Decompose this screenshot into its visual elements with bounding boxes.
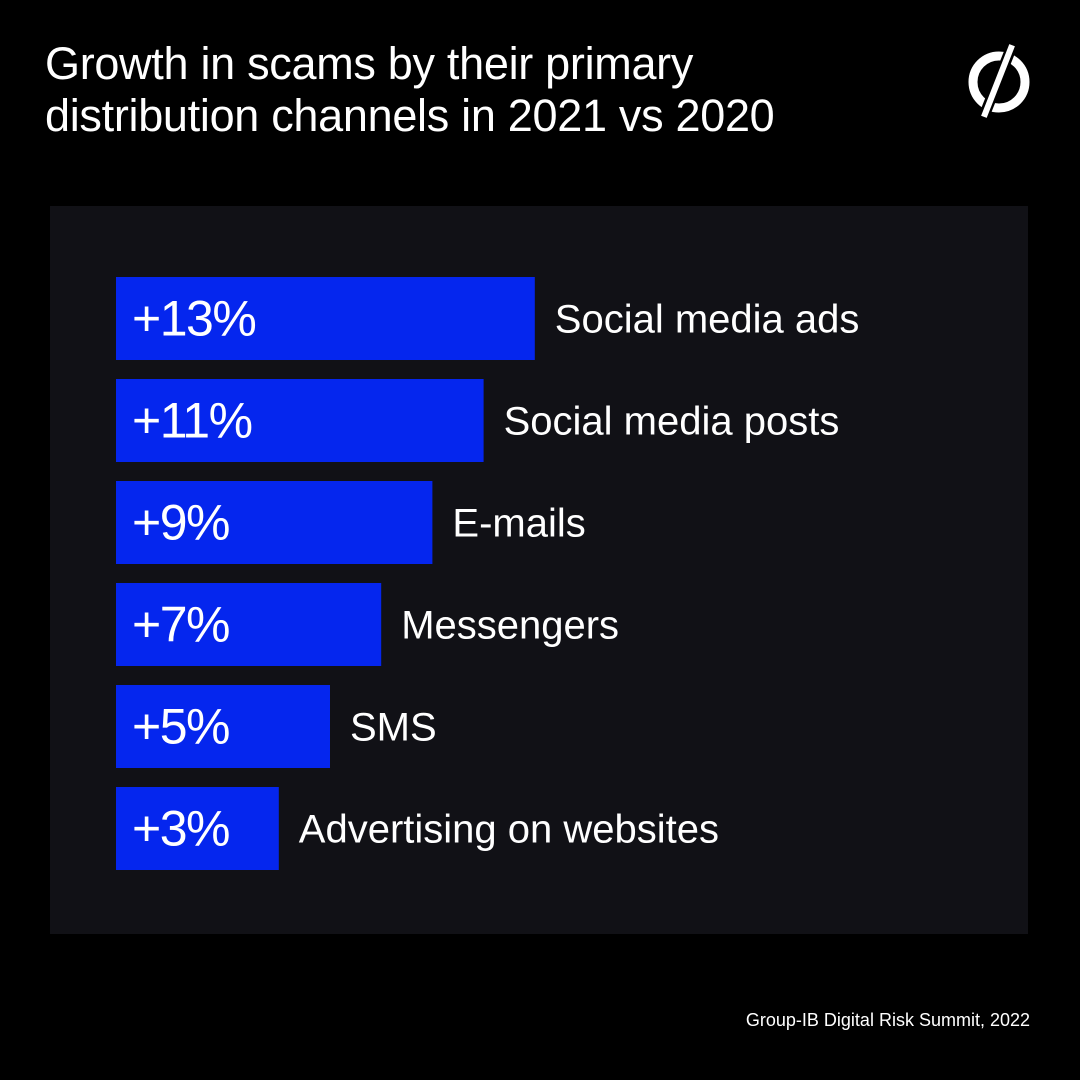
category-label-4: SMS: [350, 706, 437, 750]
group-ib-logo-icon: [968, 44, 1030, 118]
bar-3: [116, 583, 382, 666]
bar-2: [116, 481, 433, 564]
bar-5: [116, 787, 279, 870]
bar-0: [116, 277, 535, 360]
chart-title-line-1: Growth in scams by their primary: [45, 38, 694, 89]
bar-value-label-0: +13%: [132, 291, 255, 347]
chart-title-line-2: distribution channels in 2021 vs 2020: [45, 90, 775, 141]
bar-value-label-4: +5%: [132, 699, 229, 755]
chart-panel: +13% Social media ads +11% Social media pos…: [50, 206, 1028, 934]
bar-4: [116, 685, 330, 768]
bar-value-label-1: +11%: [132, 393, 252, 449]
source-note: Group-IB Digital Risk Summit, 2022: [745, 1010, 1030, 1030]
category-label-3: Messengers: [401, 604, 619, 648]
bar-1: [116, 379, 484, 462]
category-label-1: Social media posts: [504, 400, 840, 444]
chart-title: Growth in scams by their primary distrib…: [45, 38, 925, 142]
bar-chart: +13% Social media ads +11% Social media pos…: [116, 277, 860, 870]
category-label-2: E-mails: [452, 502, 585, 546]
bar-value-label-2: +9%: [132, 495, 229, 551]
category-label-0: Social media ads: [555, 298, 860, 342]
category-label-5: Advertising on websites: [299, 808, 719, 852]
bar-value-label-5: +3%: [132, 801, 229, 857]
bar-value-label-3: +7%: [132, 597, 229, 653]
